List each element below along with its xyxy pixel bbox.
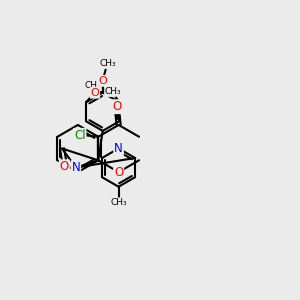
Text: O: O [106,86,116,96]
Text: O: O [98,76,107,86]
Text: CH₃: CH₃ [105,87,122,96]
Text: CH₃: CH₃ [100,58,116,68]
Text: O: O [60,160,69,173]
Text: CH₃: CH₃ [84,81,101,90]
Text: O: O [91,88,99,98]
Text: Cl: Cl [74,129,85,142]
Text: N: N [71,161,80,174]
Text: CH₃: CH₃ [110,198,127,207]
Text: O: O [114,166,123,178]
Text: O: O [112,100,122,113]
Text: N: N [114,142,123,155]
